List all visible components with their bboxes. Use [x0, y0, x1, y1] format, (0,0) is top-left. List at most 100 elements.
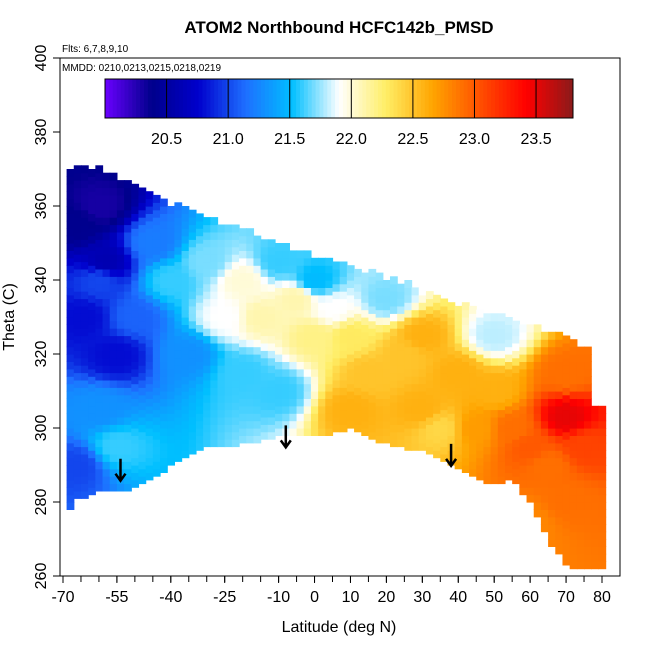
heat-cell [540, 428, 549, 436]
heat-cell [116, 409, 125, 418]
heat-cell [231, 276, 240, 285]
heat-cell [282, 257, 290, 266]
heat-cell [66, 213, 75, 222]
heat-cell [483, 468, 492, 477]
heat-cell [246, 324, 255, 333]
heat-cell [361, 346, 370, 355]
heat-cell [562, 402, 571, 411]
heat-cell [210, 246, 219, 255]
heat-cell [66, 206, 75, 214]
heat-cell [102, 409, 111, 418]
heat-cell [66, 391, 75, 399]
heat-cell [138, 202, 147, 211]
heat-cell [476, 309, 485, 318]
heat-cell [224, 239, 233, 248]
colorbar-swatch [186, 79, 192, 118]
heat-cell [440, 328, 449, 337]
heat-cell [310, 413, 319, 422]
heat-cell [469, 394, 477, 403]
heat-cell [418, 398, 427, 407]
heat-cell [562, 379, 571, 388]
heat-cell [404, 376, 413, 385]
heat-cell [318, 317, 326, 325]
heat-cell [246, 339, 255, 348]
heat-cell [375, 280, 384, 288]
heat-cell [109, 387, 118, 396]
heat-cell [469, 372, 477, 381]
heat-cell [188, 439, 197, 448]
heat-cell [95, 453, 104, 462]
heat-cell [102, 239, 111, 248]
heat-cell [145, 413, 154, 422]
heat-cell [591, 561, 600, 570]
heat-cell [131, 287, 140, 296]
heat-cell [411, 302, 420, 311]
heat-cell [548, 442, 556, 451]
heat-cell [540, 391, 549, 399]
heat-cell [217, 387, 226, 396]
heat-cell [174, 402, 183, 411]
heat-cell [138, 328, 147, 337]
heat-cell [138, 379, 147, 388]
heat-cell [461, 465, 470, 473]
heat-cell [181, 368, 190, 377]
heat-cell [203, 431, 211, 440]
heat-cell [124, 387, 132, 396]
heat-cell [80, 387, 89, 396]
heat-cell [260, 239, 269, 248]
heat-cell [389, 335, 398, 344]
heat-cell [152, 365, 161, 374]
heat-cell [504, 398, 513, 407]
heat-cell [181, 346, 190, 355]
heat-cell [275, 243, 283, 251]
heat-cell [73, 461, 82, 470]
heat-cell [598, 487, 607, 496]
heat-cell [145, 250, 154, 259]
colorbar-swatch [124, 79, 129, 118]
heat-cell [95, 424, 104, 433]
heat-cell [440, 350, 449, 359]
heat-cell [152, 409, 161, 418]
heat-cell [346, 368, 355, 377]
heat-cell [289, 383, 298, 392]
heat-cell [66, 235, 75, 244]
heat-cell [231, 231, 240, 240]
heat-cell [310, 376, 319, 385]
heat-cell [447, 324, 456, 333]
heat-cell [203, 416, 211, 425]
heat-cell [310, 331, 319, 340]
heat-cell [440, 342, 449, 351]
heat-cell [433, 331, 441, 340]
heat-cell [160, 317, 168, 325]
heat-cell [569, 383, 578, 392]
heat-cell [555, 546, 564, 555]
heat-cell [325, 302, 334, 311]
heat-cell [167, 309, 175, 318]
colorbar-swatch [436, 79, 441, 118]
heat-cell [239, 420, 247, 429]
heat-cell [296, 405, 305, 414]
heat-cell [361, 383, 370, 392]
heat-cell [296, 391, 305, 399]
heat-cell [188, 298, 197, 307]
heat-cell [454, 365, 463, 374]
heat-cell [267, 328, 276, 337]
heat-cell [124, 187, 132, 196]
heat-cell [368, 328, 377, 337]
heat-cell [533, 435, 542, 444]
heat-cell [504, 450, 513, 459]
heat-cell [332, 365, 341, 374]
heat-cell [303, 257, 312, 266]
heat-cell [80, 261, 89, 270]
heat-cell [145, 361, 154, 370]
heat-cell [562, 394, 571, 403]
heat-cell [145, 228, 154, 237]
heat-cell [88, 331, 96, 340]
heat-cell [66, 428, 75, 436]
heat-cell [246, 428, 255, 436]
heat-cell [576, 479, 585, 488]
heat-cell [167, 331, 175, 340]
heat-cell [116, 483, 125, 492]
x-axis-label: Latitude (deg N) [282, 619, 397, 636]
heat-cell [95, 231, 104, 240]
